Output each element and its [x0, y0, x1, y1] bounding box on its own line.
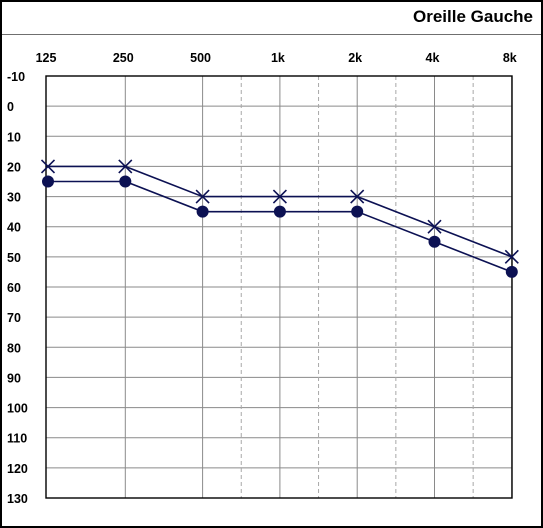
y-tick-label: 110	[7, 432, 27, 446]
x-marker-stroke	[272, 189, 287, 204]
data-point-x-marker	[272, 189, 287, 204]
data-point-x-marker	[40, 159, 56, 174]
y-tick-label: 70	[7, 311, 21, 325]
plot-frame-rect	[45, 75, 513, 499]
x-marker-stroke	[195, 189, 210, 204]
data-point-dot-marker	[428, 235, 441, 248]
x-marker-stroke	[350, 189, 365, 204]
data-point-dot-marker	[42, 175, 54, 188]
x-marker-stroke	[40, 159, 56, 174]
y-tick-label: 90	[7, 371, 21, 385]
y-tick-label: 60	[7, 281, 21, 295]
y-tick-label: 120	[7, 462, 28, 476]
x-tick-label: 250	[113, 51, 134, 65]
x-marker-stroke	[504, 249, 519, 264]
series-layer	[40, 159, 519, 278]
data-point-x-marker	[504, 249, 519, 264]
panel-title: Oreille Gauche	[413, 7, 533, 26]
data-point-dot-marker	[351, 205, 364, 218]
data-point-dot-marker	[196, 205, 209, 218]
x-tick-label: 1k	[271, 51, 285, 65]
x-tick-label: 2k	[348, 51, 362, 65]
x-tick-label: 125	[36, 51, 57, 65]
y-tick-label: 100	[7, 402, 28, 416]
y-tick-label: 0	[7, 100, 14, 114]
data-point-dot-marker	[273, 205, 286, 218]
y-tick-labels: -10 0 10 20 30 40 50 60 70 80 90 100 110 120 130	[7, 70, 28, 506]
y-tick-label: 130	[7, 492, 28, 506]
data-point-x-marker	[427, 219, 442, 234]
y-tick-label: 80	[7, 341, 21, 355]
data-point-x-marker	[118, 159, 133, 174]
x-tick-label: 500	[190, 51, 211, 65]
y-tick-label: 40	[7, 221, 21, 235]
x-tick-label: 8k	[503, 51, 517, 65]
y-tick-label: 30	[7, 191, 21, 205]
title-bar: Oreille Gauche	[2, 2, 541, 35]
grid-lines	[46, 76, 513, 498]
data-point-dot-marker	[119, 175, 132, 188]
data-point-x-marker	[350, 189, 365, 204]
x-marker-stroke	[118, 159, 133, 174]
plot-frame	[45, 75, 513, 499]
x-tick-label: 4k	[426, 51, 440, 65]
data-point-dot-marker	[505, 265, 518, 278]
y-tick-label: 50	[7, 251, 21, 265]
y-tick-label: 10	[7, 130, 21, 144]
x-marker-stroke	[427, 219, 442, 234]
y-tick-label: -10	[7, 70, 25, 84]
x-tick-labels: 125 250 500 1k 2k 4k 8k	[36, 51, 517, 65]
data-point-x-marker	[195, 189, 210, 204]
y-tick-label: 20	[7, 160, 21, 174]
